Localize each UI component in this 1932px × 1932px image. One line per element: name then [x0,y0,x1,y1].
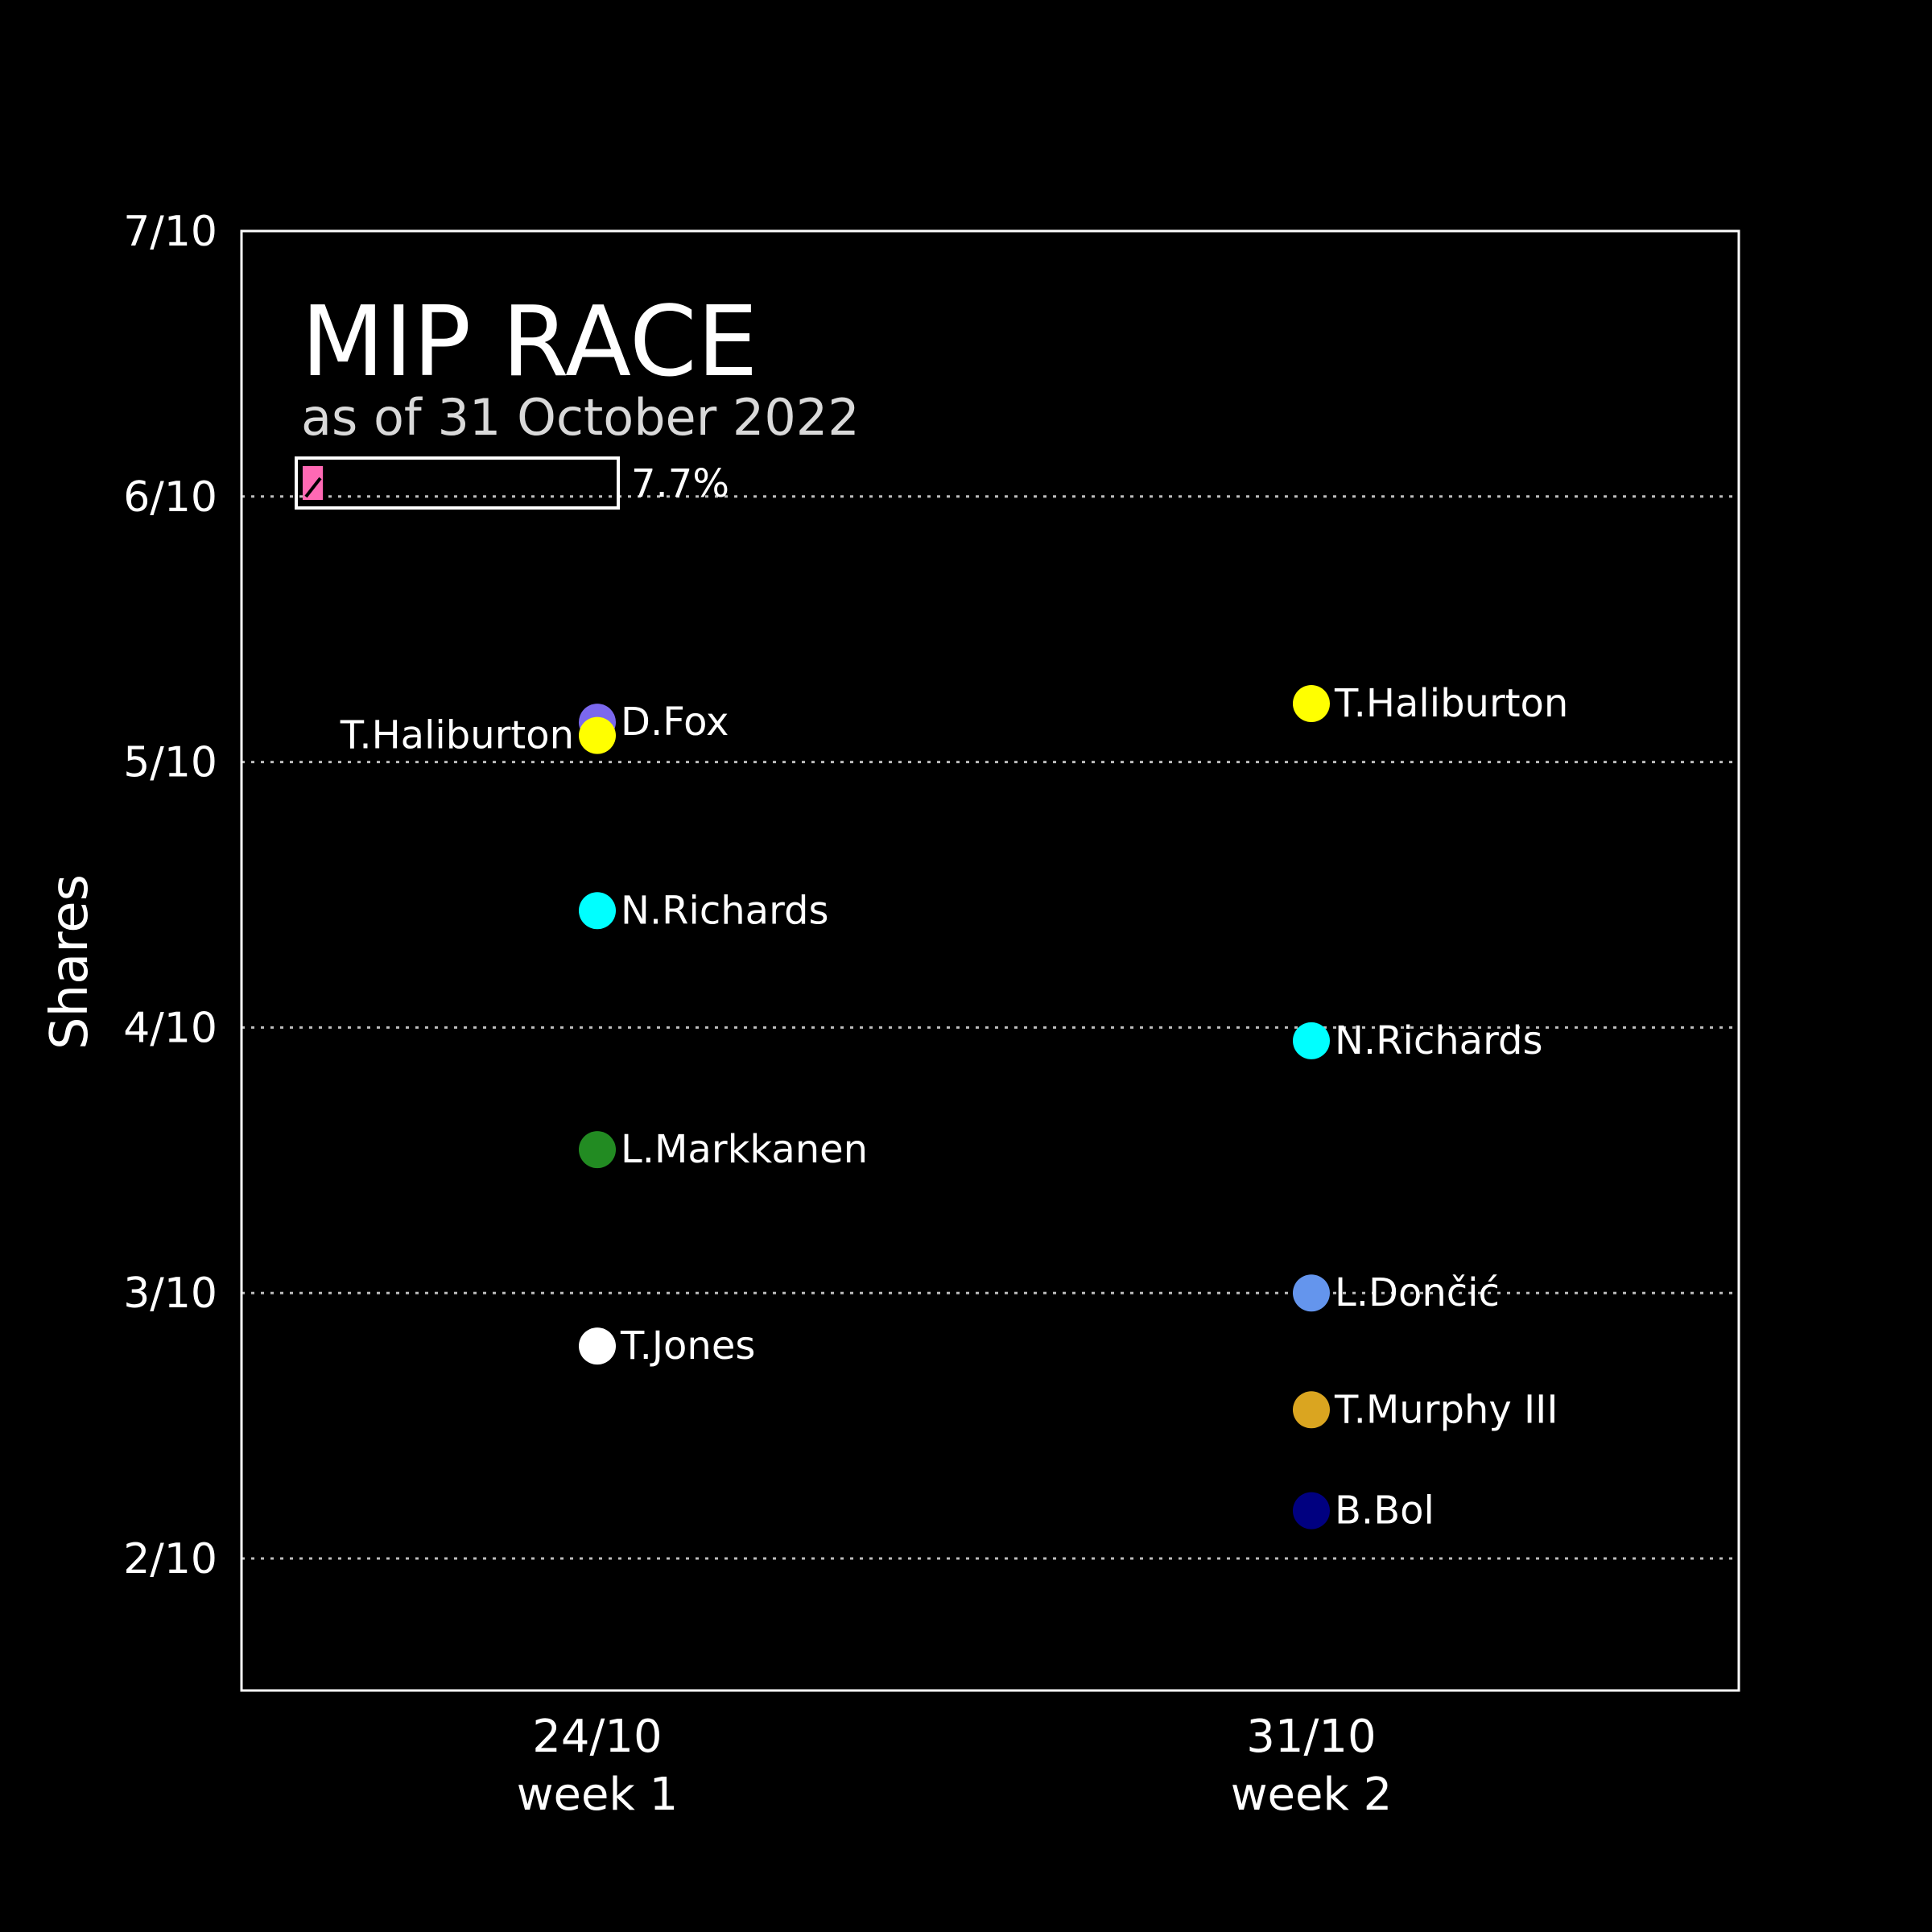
chart-subtitle: as of 31 October 2022 [301,388,860,447]
data-point-label: L.Dončić [1335,1270,1500,1315]
data-point-label: T.Haliburton [1334,681,1568,726]
data-point-label: D.Fox [621,700,729,745]
season-progress-label: 7.7% [631,461,729,506]
chart-title: MIP RACE [301,287,758,398]
data-point-label: B.Bol [1335,1488,1435,1534]
x-tick-date-label: 24/10 [532,1711,662,1763]
data-point [1293,1022,1330,1059]
data-point-label: T.Murphy III [1334,1387,1558,1432]
y-axis-label: Shares [40,874,100,1050]
x-tick-date-label: 31/10 [1246,1711,1376,1763]
season-progress-hatch [304,477,322,498]
data-point-label: L.Markkanen [621,1127,868,1172]
data-points: D.Fox T.Haliburton N.Richards L.Markkanen T.… [340,681,1569,1534]
data-point-label: T.Jones [620,1323,755,1368]
data-point [579,1327,616,1365]
y-tick-label: 3/10 [123,1269,217,1318]
data-point [1293,1391,1330,1429]
x-axis-ticks: 24/10 week 1 31/10 week 2 [517,1711,1393,1821]
data-point [1293,1492,1330,1530]
data-point-label: T.Haliburton [340,713,574,758]
data-point [1293,685,1330,723]
data-point-label: N.Richards [1335,1018,1542,1063]
data-point [1293,1274,1330,1312]
y-tick-label: 6/10 [123,473,217,522]
y-axis-ticks: 2/10 3/10 4/10 5/10 6/10 7/10 [123,208,217,1583]
y-tick-label: 5/10 [123,739,217,787]
y-tick-label: 4/10 [123,1004,217,1052]
season-progress: 7.7% [295,456,729,510]
plot-frame [240,229,1740,1692]
y-tick-label: 7/10 [123,208,217,256]
x-tick-week-label: week 2 [1231,1769,1393,1821]
data-point [579,892,616,930]
data-point [579,1131,616,1169]
x-tick-week-label: week 1 [517,1769,679,1821]
data-point-label: N.Richards [621,888,828,933]
gridlines [242,495,1739,1560]
season-progress-frame [295,456,620,510]
data-point [579,716,616,754]
y-tick-label: 2/10 [123,1535,217,1583]
